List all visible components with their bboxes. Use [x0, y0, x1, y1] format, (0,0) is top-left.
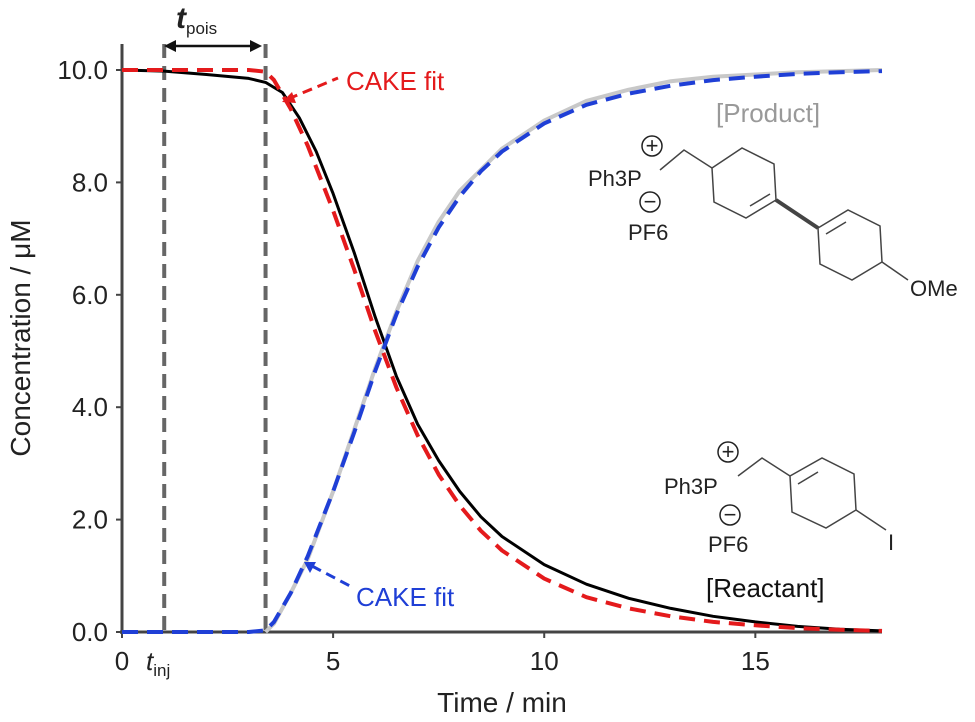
reactant-label: [Reactant] [706, 573, 825, 603]
y-tick-label: 0.0 [72, 617, 108, 647]
vertical-markers [162, 44, 268, 632]
y-axis-title: Concentration / μM [5, 219, 36, 456]
svg-text:−: − [724, 502, 737, 527]
svg-text:CAKE fit: CAKE fit [346, 66, 445, 96]
t-pois-arrow [164, 40, 262, 52]
reactant-data-line [121, 68, 883, 633]
svg-text:CAKE fit: CAKE fit [356, 582, 455, 612]
svg-text:−: − [644, 189, 657, 214]
y-ticks: 0.0 2.0 4.0 6.0 8.0 10.0 [57, 55, 122, 647]
y-tick-label: 4.0 [72, 392, 108, 422]
x-tick-label: 15 [741, 646, 770, 676]
x-tick-label: 0 [115, 646, 129, 676]
t-inj-label: tinj [146, 646, 170, 680]
svg-text:Ph3P: Ph3P [664, 474, 718, 499]
annotation-blue-cake-fit: CAKE fit [304, 562, 455, 612]
annotation-red-cake-fit: CAKE fit [282, 66, 445, 103]
y-tick-label: 10.0 [57, 55, 108, 85]
x-tick-label: 10 [530, 646, 559, 676]
svg-text:PF6: PF6 [708, 532, 748, 557]
t-pois-label: tpois [176, 2, 217, 38]
series-layer [121, 68, 883, 634]
svg-text:OMe: OMe [910, 276, 958, 301]
reactant-structure: Ph3P + PF6 − I [664, 439, 894, 557]
product-data-line [264, 68, 883, 634]
y-tick-label: 2.0 [72, 505, 108, 535]
y-tick-label: 8.0 [72, 167, 108, 197]
product-structure: Ph3P + PF6 − OMe [588, 133, 958, 301]
x-axis-title: Time / min [437, 687, 567, 718]
product-label: [Product] [716, 98, 820, 128]
product-fit-line [122, 69, 883, 634]
x-tick-label: 5 [326, 646, 340, 676]
svg-text:Ph3P: Ph3P [588, 166, 642, 191]
reactant-fit-line [122, 68, 883, 633]
svg-text:+: + [722, 439, 735, 464]
y-tick-label: 6.0 [72, 280, 108, 310]
svg-text:I: I [888, 530, 894, 555]
svg-text:+: + [646, 133, 659, 158]
x-ticks: 0 5 10 15 [115, 632, 770, 676]
svg-text:PF6: PF6 [628, 220, 668, 245]
